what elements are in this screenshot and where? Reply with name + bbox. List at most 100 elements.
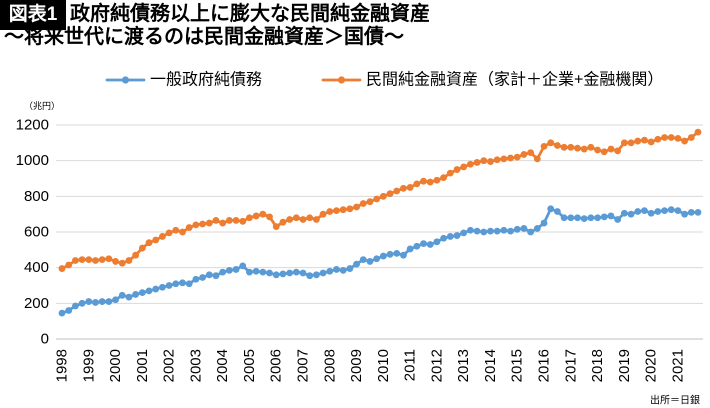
government-net-debt-data-point	[105, 298, 113, 305]
government-net-debt-data-point	[65, 307, 73, 314]
private-net-financial-assets-data-point	[413, 180, 421, 188]
private-net-financial-assets-data-point	[272, 223, 280, 231]
government-net-debt-data-point	[687, 208, 695, 216]
government-net-debt-data-point	[466, 226, 474, 234]
government-net-debt-data-point	[574, 214, 581, 222]
private-net-financial-assets-data-point	[554, 142, 561, 149]
government-net-debt-data-point	[159, 283, 166, 291]
government-net-debt-data-point	[292, 268, 300, 276]
government-net-debt-data-point	[353, 260, 360, 268]
government-net-debt-data-point	[674, 207, 682, 215]
private-net-financial-assets-data-point	[654, 135, 662, 143]
private-net-financial-assets-data-point	[533, 155, 541, 163]
government-net-debt-data-point	[205, 271, 213, 279]
government-net-debt-data-point	[78, 299, 86, 307]
government-net-debt-data-point	[179, 279, 186, 287]
private-net-financial-assets-data-point	[212, 217, 220, 224]
government-net-debt-data-point	[212, 272, 220, 280]
private-net-financial-assets-data-point	[78, 256, 86, 264]
government-net-debt-data-point	[185, 280, 193, 288]
government-net-debt-data-point	[607, 212, 615, 220]
y-tick-label: 1200	[16, 117, 49, 134]
government-net-debt-data-point	[627, 210, 635, 218]
government-net-debt-data-point	[580, 215, 588, 223]
government-net-debt-line	[60, 207, 700, 315]
government-net-debt-data-point	[359, 256, 367, 264]
government-net-debt-data-point	[252, 267, 260, 275]
private-net-financial-assets-data-point	[239, 217, 247, 225]
private-net-financial-assets-data-point	[667, 134, 675, 141]
legend-item-government-net-debt: 一般政府純債務	[105, 71, 262, 89]
private-net-financial-assets-data-point	[487, 158, 494, 165]
government-net-debt-data-point	[346, 265, 354, 272]
private-net-financial-assets-data-point	[466, 160, 474, 168]
government-net-debt-data-point	[319, 269, 327, 277]
government-net-debt-data-point	[339, 266, 347, 274]
government-net-debt-data-point	[647, 209, 655, 217]
government-net-debt-data-point	[554, 208, 561, 215]
private-net-financial-assets-data-point	[433, 176, 441, 184]
private-net-financial-assets-data-point	[118, 259, 126, 267]
government-net-debt-data-point	[145, 287, 153, 295]
government-net-debt-data-point	[85, 298, 93, 305]
chart-subtitle: 〜将来世代に渡るのは民間金融資産＞国債〜	[4, 26, 404, 48]
government-net-debt-data-point	[125, 293, 133, 301]
private-net-financial-assets-data-point	[620, 139, 628, 147]
private-net-financial-assets-data-point	[520, 151, 528, 158]
government-net-debt-data-point	[620, 209, 628, 217]
source-note: 出所＝日銀	[650, 394, 700, 407]
x-tick-label: 1998	[54, 349, 71, 382]
government-net-debt-data-point	[112, 296, 119, 304]
y-tick-label: 0	[41, 331, 49, 348]
government-net-debt-data-point	[533, 225, 541, 232]
private-net-financial-assets-data-point	[85, 256, 93, 264]
government-net-debt-data-point	[400, 251, 407, 259]
government-net-debt-data-point	[641, 207, 648, 215]
government-net-debt-data-point	[420, 240, 427, 247]
x-tick-label: 2021	[669, 349, 686, 382]
private-net-financial-assets-series	[58, 128, 702, 272]
government-net-debt-data-point	[373, 255, 381, 263]
government-net-debt-data-point	[614, 216, 622, 223]
private-net-financial-assets-data-point	[527, 149, 535, 157]
gridlines	[56, 124, 703, 340]
government-net-debt-data-point	[232, 266, 240, 273]
government-net-debt-data-point	[246, 268, 253, 276]
y-tick-label: 400	[24, 259, 49, 276]
government-net-debt-data-point	[272, 271, 280, 279]
private-net-financial-assets-data-point	[138, 244, 146, 252]
private-net-financial-assets-data-point	[634, 137, 642, 145]
private-net-financial-assets-data-point	[406, 184, 414, 191]
private-net-financial-assets-data-point	[92, 257, 99, 264]
private-net-financial-assets-data-point	[232, 217, 240, 224]
private-net-financial-assets-data-point	[480, 157, 488, 165]
government-net-debt-data-point	[547, 205, 555, 213]
government-net-debt-data-point	[413, 242, 421, 250]
government-net-debt-data-point	[493, 227, 501, 235]
government-net-debt-data-point	[473, 227, 481, 235]
private-net-financial-assets-data-point	[65, 261, 73, 269]
private-net-financial-assets-data-point	[687, 134, 695, 141]
x-tick-label: 2013	[455, 349, 472, 382]
x-tick-label: 2006	[268, 349, 285, 382]
private-net-financial-assets-data-point	[400, 184, 407, 192]
government-net-debt-data-point	[326, 267, 334, 275]
private-net-financial-assets-data-point	[105, 255, 113, 263]
x-tick-label: 2004	[214, 349, 231, 382]
government-net-debt-data-point	[520, 225, 528, 232]
legend-label: 民間純金融資産（家計＋企業+金融機関）	[366, 71, 663, 89]
private-net-financial-assets-data-point	[540, 143, 548, 150]
chart-title: 政府純債務以上に膨大な民間純金融資産	[70, 3, 430, 25]
x-tick-label: 2000	[107, 349, 124, 382]
x-tick-label: 2010	[375, 349, 392, 382]
government-net-debt-data-point	[386, 250, 394, 258]
government-net-debt-data-point	[654, 208, 662, 215]
y-tick-label: 600	[24, 224, 49, 241]
private-net-financial-assets-data-point	[313, 216, 320, 223]
government-net-debt-data-point	[299, 269, 307, 277]
x-tick-label: 2007	[295, 349, 312, 382]
private-net-financial-assets-data-point	[594, 146, 601, 154]
private-net-financial-assets-data-point	[420, 177, 427, 185]
x-tick-label: 2012	[428, 349, 445, 382]
private-net-financial-assets-data-point	[393, 187, 401, 195]
